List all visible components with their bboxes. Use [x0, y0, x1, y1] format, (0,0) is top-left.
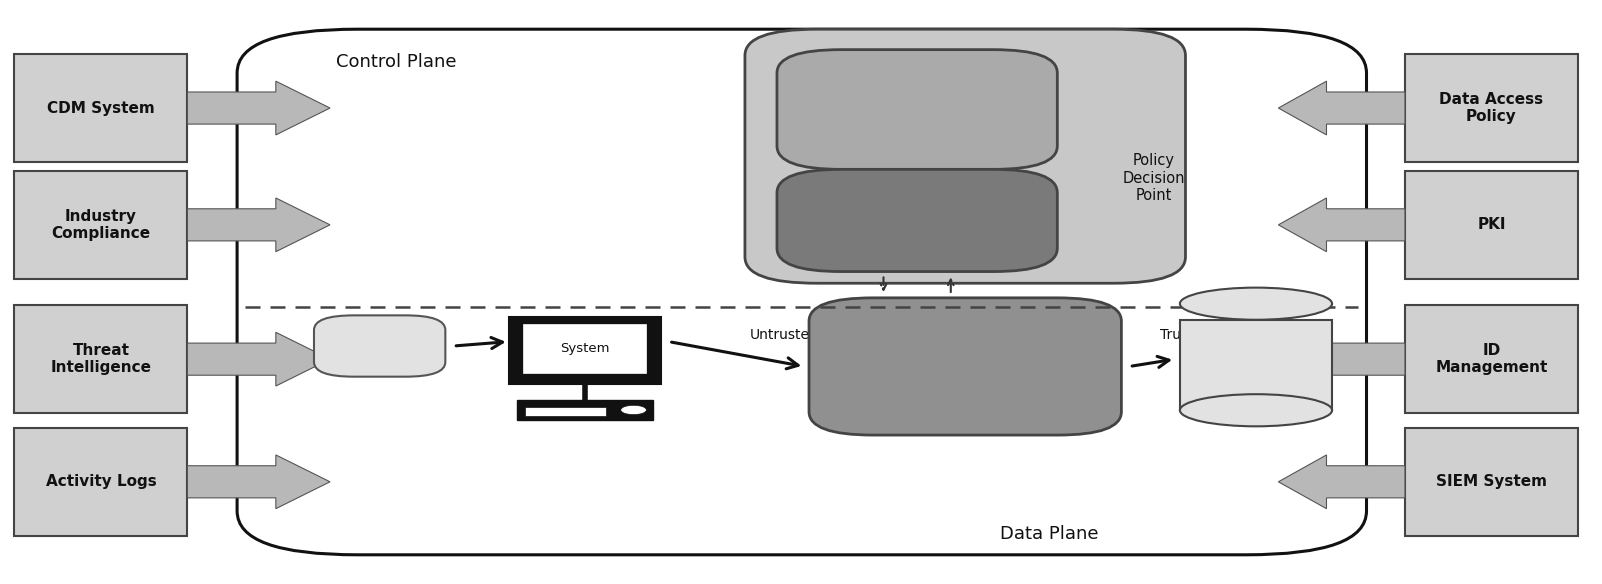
- Text: Trusted: Trusted: [1160, 328, 1211, 342]
- Text: CDM System: CDM System: [46, 100, 155, 116]
- Text: Policy Engine: Policy Engine: [863, 102, 971, 117]
- FancyBboxPatch shape: [516, 401, 654, 419]
- Text: SIEM System: SIEM System: [1435, 474, 1548, 489]
- FancyArrow shape: [187, 198, 330, 252]
- FancyArrow shape: [1278, 332, 1405, 386]
- Text: Policy
Decision
Point: Policy Decision Point: [1121, 153, 1185, 203]
- FancyBboxPatch shape: [509, 317, 660, 384]
- FancyArrow shape: [1278, 81, 1405, 135]
- Text: Untrusted: Untrusted: [750, 328, 819, 342]
- FancyBboxPatch shape: [809, 298, 1121, 435]
- Text: Enterprise
Resource: Enterprise Resource: [1218, 343, 1294, 376]
- Text: Subject: Subject: [352, 339, 407, 353]
- Text: Industry
Compliance: Industry Compliance: [51, 208, 151, 241]
- FancyArrow shape: [1278, 455, 1405, 509]
- FancyBboxPatch shape: [237, 29, 1367, 555]
- FancyBboxPatch shape: [1405, 427, 1578, 536]
- FancyBboxPatch shape: [1179, 320, 1333, 410]
- FancyBboxPatch shape: [1405, 54, 1578, 162]
- FancyArrow shape: [187, 332, 330, 386]
- FancyBboxPatch shape: [745, 29, 1185, 283]
- Ellipse shape: [1179, 394, 1333, 426]
- Text: Control Plane: Control Plane: [336, 53, 457, 71]
- Circle shape: [620, 405, 646, 415]
- FancyArrow shape: [187, 455, 330, 509]
- FancyBboxPatch shape: [525, 408, 606, 416]
- Text: Activity Logs: Activity Logs: [45, 474, 157, 489]
- Ellipse shape: [1179, 288, 1333, 320]
- FancyBboxPatch shape: [14, 427, 187, 536]
- FancyBboxPatch shape: [777, 50, 1057, 169]
- FancyBboxPatch shape: [14, 54, 187, 162]
- Text: Policy
Administrator: Policy Administrator: [862, 204, 972, 237]
- FancyBboxPatch shape: [14, 171, 187, 279]
- Text: PKI: PKI: [1477, 217, 1506, 232]
- FancyBboxPatch shape: [1405, 171, 1578, 279]
- Text: Policy
Enforcement Point: Policy Enforcement Point: [891, 350, 1040, 383]
- Text: Threat
Intelligence: Threat Intelligence: [50, 343, 152, 376]
- FancyArrow shape: [1278, 198, 1405, 252]
- FancyBboxPatch shape: [1405, 305, 1578, 413]
- FancyArrow shape: [187, 81, 330, 135]
- Text: Data Plane: Data Plane: [1000, 525, 1099, 543]
- FancyBboxPatch shape: [314, 315, 445, 377]
- Text: ID
Management: ID Management: [1435, 343, 1548, 376]
- FancyBboxPatch shape: [14, 305, 187, 413]
- FancyBboxPatch shape: [522, 324, 647, 374]
- Text: Data Access
Policy: Data Access Policy: [1440, 92, 1543, 124]
- FancyBboxPatch shape: [777, 169, 1057, 272]
- Text: System: System: [561, 342, 609, 355]
